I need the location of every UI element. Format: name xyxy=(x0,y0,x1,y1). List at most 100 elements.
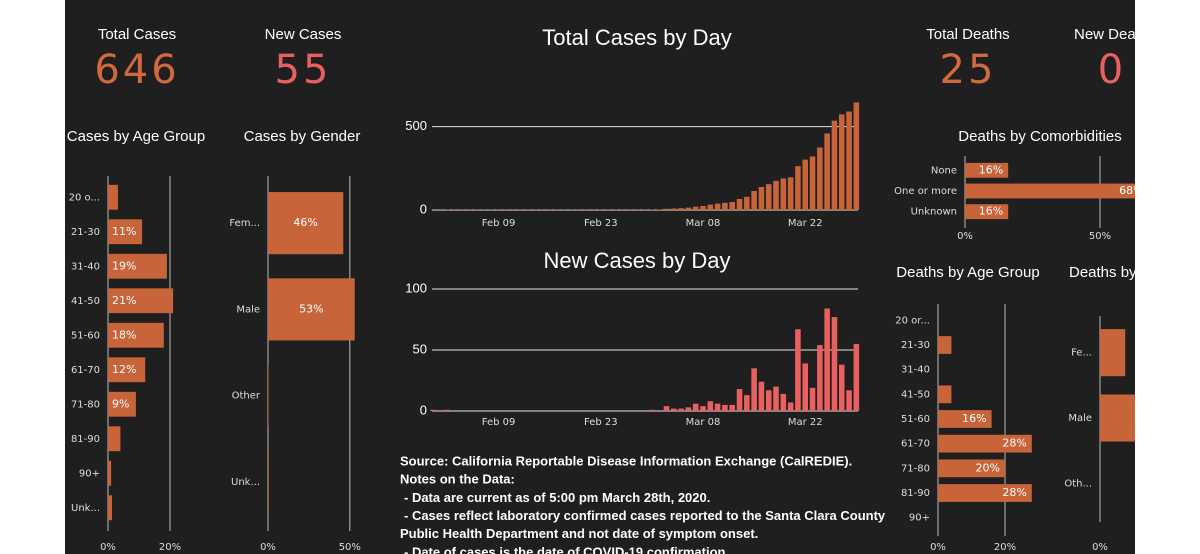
category-label: Unknown xyxy=(911,207,957,218)
bar xyxy=(744,395,750,411)
bar xyxy=(780,393,787,411)
bar xyxy=(707,204,714,210)
bar xyxy=(692,403,699,411)
bar xyxy=(938,484,1032,502)
x-tick-label: 50% xyxy=(339,542,361,553)
category-label: Male xyxy=(1068,413,1092,424)
chart-title: Cases by Gender xyxy=(244,128,361,145)
kpi-value: 25 xyxy=(940,47,997,93)
value-label: 9% xyxy=(112,397,129,410)
kpi-label: New Deaths xyxy=(1074,26,1156,43)
bar xyxy=(758,187,765,210)
bar xyxy=(824,133,830,210)
bar xyxy=(938,410,992,428)
bar xyxy=(108,219,143,245)
bar xyxy=(671,208,677,210)
category-label: 20 o... xyxy=(69,192,100,203)
bar xyxy=(108,495,113,521)
content: Total Cases 646 New Cases 55 Total Deaths 25 N… xyxy=(67,25,1191,554)
chart-title: Deaths by Comorbidities xyxy=(958,128,1121,145)
bar xyxy=(649,409,655,411)
value-label: 46% xyxy=(293,216,317,229)
category-label: 90+ xyxy=(79,468,100,479)
category-label: 81-90 xyxy=(71,434,100,445)
bar xyxy=(714,203,721,210)
bar xyxy=(700,206,706,210)
bar xyxy=(108,357,146,383)
bar xyxy=(1100,329,1126,377)
category-label: 51-60 xyxy=(901,414,930,425)
category-label: 41-50 xyxy=(71,296,100,307)
bar xyxy=(853,343,860,411)
value-label: 18% xyxy=(112,328,136,341)
value-label: 16% xyxy=(962,412,986,425)
chart-title: Deaths by Age Group xyxy=(896,264,1039,281)
x-tick-label: Feb 23 xyxy=(584,417,618,428)
bar xyxy=(108,460,112,486)
y-tick-label: 50 xyxy=(413,341,427,356)
bar xyxy=(824,308,830,411)
note-line: - Cases reflect laboratory confirmed cas… xyxy=(404,508,886,523)
bar xyxy=(692,206,699,210)
x-tick-label: Mar 22 xyxy=(788,218,823,229)
category-label: 71-80 xyxy=(71,399,100,410)
kpi-value: 646 xyxy=(94,47,179,93)
value-label: 20% xyxy=(976,461,1000,474)
x-tick-label: Feb 09 xyxy=(482,218,516,229)
note-line: Notes on the Data: xyxy=(400,472,515,487)
bar xyxy=(838,114,845,210)
bar xyxy=(938,385,952,404)
value-label: 28% xyxy=(1002,486,1026,499)
bar xyxy=(108,253,167,279)
bar xyxy=(787,177,794,210)
value-label: 28% xyxy=(1002,437,1026,450)
bar xyxy=(108,426,121,452)
bar xyxy=(736,389,743,411)
bar xyxy=(444,409,451,411)
category-label: 61-70 xyxy=(901,439,930,450)
value-label: 12% xyxy=(112,363,136,376)
bar xyxy=(729,404,735,411)
kpi-value: 55 xyxy=(275,47,332,93)
category-label: 61-70 xyxy=(71,365,100,376)
bar xyxy=(722,202,728,210)
category-label: 51-60 xyxy=(71,330,100,341)
bar xyxy=(714,403,721,411)
bar xyxy=(838,364,845,411)
bar xyxy=(649,209,655,210)
bar xyxy=(795,329,801,411)
bar xyxy=(268,450,269,513)
bar xyxy=(722,404,728,411)
note-line: Public Health Department and not date of… xyxy=(400,526,758,541)
kpi-label: Total Cases xyxy=(98,26,176,43)
bar xyxy=(678,208,684,210)
x-tick-label: Feb 09 xyxy=(482,417,516,428)
bar xyxy=(787,402,794,411)
bar xyxy=(685,207,692,210)
bar xyxy=(773,180,779,210)
bar xyxy=(765,390,772,411)
bar xyxy=(729,202,735,210)
category-label: 90+ xyxy=(909,513,930,524)
category-label: 21-30 xyxy=(71,227,100,238)
value-label: 21% xyxy=(112,294,136,307)
value-label: 16% xyxy=(979,163,1003,176)
bar xyxy=(108,322,164,348)
bar xyxy=(671,408,677,411)
chart-title: Deaths by Gender xyxy=(1069,264,1191,281)
category-label: 41-50 xyxy=(901,389,930,400)
x-tick-label: 0% xyxy=(957,231,973,242)
category-label: Oth... xyxy=(1064,478,1092,489)
category-label: Fe... xyxy=(1071,348,1092,359)
category-label: 71-80 xyxy=(901,463,930,474)
bar xyxy=(707,401,714,411)
category-label: Unk... xyxy=(71,503,100,514)
bar xyxy=(744,196,750,210)
bar xyxy=(685,407,692,411)
chart-title: New Cases by Day xyxy=(543,248,730,273)
category-label: 81-90 xyxy=(901,488,930,499)
bar xyxy=(853,102,860,210)
x-tick-label: 20% xyxy=(994,542,1016,553)
